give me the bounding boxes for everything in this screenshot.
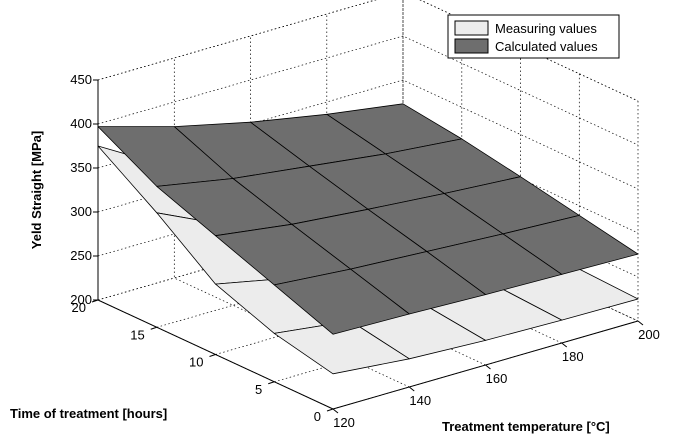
z-tick-label: 400 — [70, 116, 92, 131]
y-tick-label: 5 — [255, 382, 262, 397]
y-tick-label: 0 — [314, 409, 321, 424]
x-tick-label: 120 — [333, 415, 355, 430]
z-tick-label: 350 — [70, 160, 92, 175]
surface-patch — [273, 268, 410, 335]
y-tick — [150, 326, 157, 330]
x-tick-label: 180 — [562, 349, 584, 364]
x-tick-label: 200 — [638, 327, 660, 342]
z-tick-label: 200 — [70, 292, 92, 307]
x-tick — [408, 386, 415, 392]
y-tick-label: 15 — [130, 327, 144, 342]
x-tick-label: 160 — [486, 371, 508, 386]
z-tick-label: 450 — [70, 72, 92, 87]
surface-calculated — [97, 103, 639, 335]
y-axis-label: Time of treatment [hours] — [10, 406, 167, 421]
legend-label-calculated: Calculated values — [495, 39, 598, 54]
z-axis-label: Yeld Straight [MPa] — [29, 131, 44, 249]
gridline-z — [97, 35, 639, 146]
y-tick — [209, 354, 216, 357]
x-axis-label: Treatment temperature [°C] — [442, 419, 610, 434]
y-tick-label: 20 — [72, 300, 86, 315]
legend-swatch-calculated — [454, 38, 489, 54]
legend-label-measuring: Measuring values — [495, 21, 597, 36]
axis-layer: 1201401601802000510152020025030035040045… — [70, 72, 660, 430]
x-tick-label: 140 — [409, 393, 431, 408]
legend: Measuring values Calculated values — [447, 14, 620, 59]
y-tick — [326, 408, 334, 412]
x-tick — [485, 364, 491, 370]
x-tick — [332, 408, 339, 414]
y-tick-label: 10 — [189, 355, 203, 370]
z-tick-label: 250 — [70, 248, 92, 263]
y-tick — [268, 381, 275, 385]
surface-layer — [97, 103, 639, 375]
z-tick-label: 300 — [70, 204, 92, 219]
x-tick — [637, 320, 644, 326]
x-tick — [561, 342, 568, 348]
gridline-z — [97, 79, 639, 190]
legend-swatch-measuring — [454, 20, 489, 36]
